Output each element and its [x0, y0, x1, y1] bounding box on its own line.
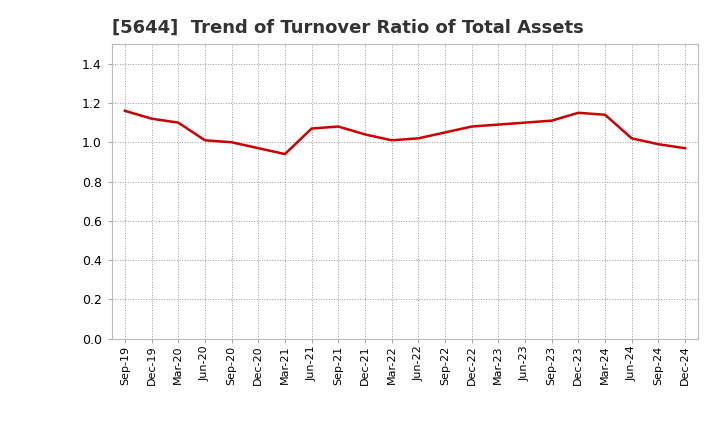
- Text: [5644]  Trend of Turnover Ratio of Total Assets: [5644] Trend of Turnover Ratio of Total …: [112, 19, 583, 37]
